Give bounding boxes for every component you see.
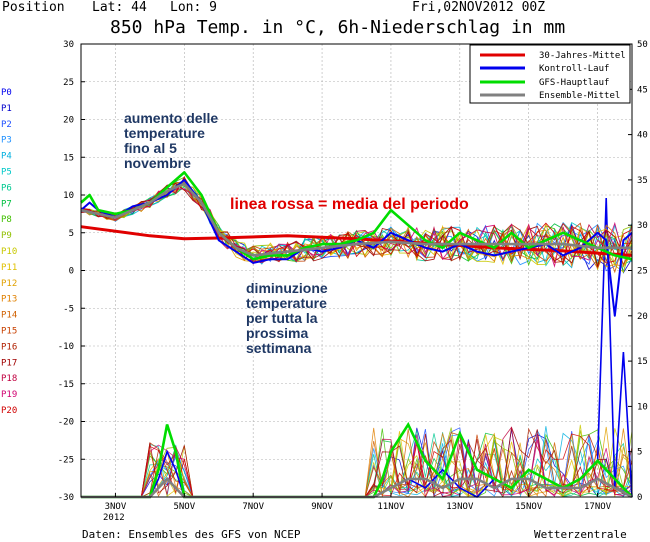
- left-tick-label: 5: [69, 229, 74, 239]
- member-label: P12: [1, 279, 17, 289]
- run-date-label: Fri,02NOV2012 00Z: [412, 0, 545, 15]
- left-tick-label: -30: [58, 493, 74, 503]
- left-tick-label: -20: [58, 418, 74, 428]
- member-label: P20: [1, 406, 17, 416]
- legend-label-mean: 30-Jahres-Mittel: [539, 51, 626, 61]
- member-label: P9: [1, 231, 12, 241]
- annotation-rise-line-1: aumento delle: [124, 110, 218, 126]
- member-label: P2: [1, 120, 12, 130]
- member-label: P18: [1, 374, 17, 384]
- left-tick-label: 15: [63, 153, 74, 163]
- annotation-rise-line-4: novembre: [124, 155, 191, 171]
- annotation-drop: diminuzione temperature per tutta la pro…: [246, 280, 328, 356]
- member-label: P13: [1, 295, 17, 305]
- x-axis-ticks: 3NOV 5NOV 7NOV 9NOV 11NOV 13NOV 15NOV 17NOV: [105, 493, 612, 512]
- member-label: P4: [1, 152, 12, 162]
- precip-series-line: [81, 421, 633, 499]
- left-tick-label: 25: [63, 78, 74, 88]
- annotation-drop-line-1: diminuzione: [246, 280, 328, 296]
- left-tick-label: 30: [63, 40, 74, 50]
- member-label: P1: [1, 104, 12, 114]
- member-label: P11: [1, 263, 17, 273]
- left-tick-label: -5: [63, 304, 74, 314]
- grid: [81, 44, 632, 497]
- x-tick-label: 13NOV: [446, 502, 474, 512]
- right-tick-label: 15: [637, 357, 648, 367]
- member-label: P16: [1, 342, 17, 352]
- x-tick-label: 7NOV: [242, 502, 264, 512]
- x-tick-label: 11NOV: [377, 502, 405, 512]
- member-label: P10: [1, 247, 17, 257]
- ensemble-member-line: [80, 176, 633, 266]
- right-tick-label: 40: [637, 131, 648, 141]
- right-tick-label: 45: [637, 85, 648, 95]
- footer-brand: Wetterzentrale: [534, 528, 627, 541]
- left-tick-label: -15: [58, 380, 74, 390]
- x-tick-label: 9NOV: [311, 502, 333, 512]
- left-axis-ticks: 30 25 20 15 10 5 0 -5 -10 -15 -20 -25 -30: [58, 40, 85, 503]
- temperature-series-line: [80, 182, 632, 257]
- member-label: P6: [1, 183, 12, 193]
- footer-source: Daten: Ensembles des GFS von NCEP: [82, 528, 301, 541]
- legend-label-control: Kontroll-Lauf: [539, 64, 609, 74]
- x-tick-label: 3NOV: [105, 502, 127, 512]
- annotation-drop-line-4: prossima: [246, 325, 308, 341]
- left-tick-label: 0: [69, 267, 74, 277]
- annotation-rise-line-2: temperature: [124, 125, 205, 141]
- annotation-drop-line-5: settimana: [246, 340, 312, 356]
- member-label: P17: [1, 358, 17, 368]
- position-label: Position: [2, 0, 65, 15]
- x-tick-label: 5NOV: [173, 502, 195, 512]
- member-label: P14: [1, 311, 17, 321]
- chart-title: 850 hPa Temp. in °C, 6h-Niederschlag in …: [110, 17, 565, 38]
- legend: 30-Jahres-Mittel Kontroll-Lauf GFS-Haupt…: [469, 44, 631, 104]
- member-label: P5: [1, 168, 12, 178]
- member-label: P3: [1, 136, 12, 146]
- member-label: P15: [1, 327, 17, 337]
- member-label-list: P0 P1 P2 P3 P4 P5 P6 P7 P8 P9 P10 P11 P12 P13 P14 P15 P1…: [1, 88, 17, 416]
- right-tick-label: 25: [637, 267, 648, 277]
- temperature-series-line: [80, 225, 633, 257]
- annotation-rise-line-3: fino al 5: [124, 140, 177, 156]
- member-label: P0: [1, 88, 12, 98]
- annotation-drop-line-3: per tutta la: [246, 310, 318, 326]
- right-tick-label: 5: [637, 448, 642, 458]
- right-tick-label: 50: [637, 40, 648, 50]
- left-tick-label: -10: [58, 342, 74, 352]
- x-tick-label: 15NOV: [515, 502, 543, 512]
- right-tick-label: 0: [637, 493, 642, 503]
- precip-series-line: [81, 197, 633, 498]
- right-tick-label: 30: [637, 221, 648, 231]
- left-tick-label: 10: [63, 191, 74, 201]
- member-label: P8: [1, 215, 12, 225]
- left-tick-label: 20: [63, 116, 74, 126]
- legend-label-ensmean: Ensemble-Mittel: [539, 91, 620, 101]
- member-label: P7: [1, 199, 12, 209]
- member-label: P19: [1, 390, 17, 400]
- annotation-mean: linea rossa = media del periodo: [230, 196, 469, 213]
- annotation-rise: aumento delle temperature fino al 5 nove…: [124, 110, 218, 171]
- legend-label-gfs: GFS-Hauptlauf: [539, 78, 609, 88]
- right-tick-label: 10: [637, 402, 648, 412]
- left-tick-label: -25: [58, 455, 74, 465]
- lon-label: Lon: 9: [170, 0, 217, 15]
- lat-label: Lat: 44: [92, 0, 147, 15]
- x-axis-year: 2012: [103, 513, 125, 523]
- annotation-drop-line-2: temperature: [246, 295, 327, 311]
- x-tick-label: 17NOV: [584, 502, 612, 512]
- plot-background: [81, 44, 632, 497]
- right-tick-label: 35: [637, 176, 648, 186]
- right-tick-label: 20: [637, 312, 648, 322]
- highlighted-series-layer: [80, 171, 633, 317]
